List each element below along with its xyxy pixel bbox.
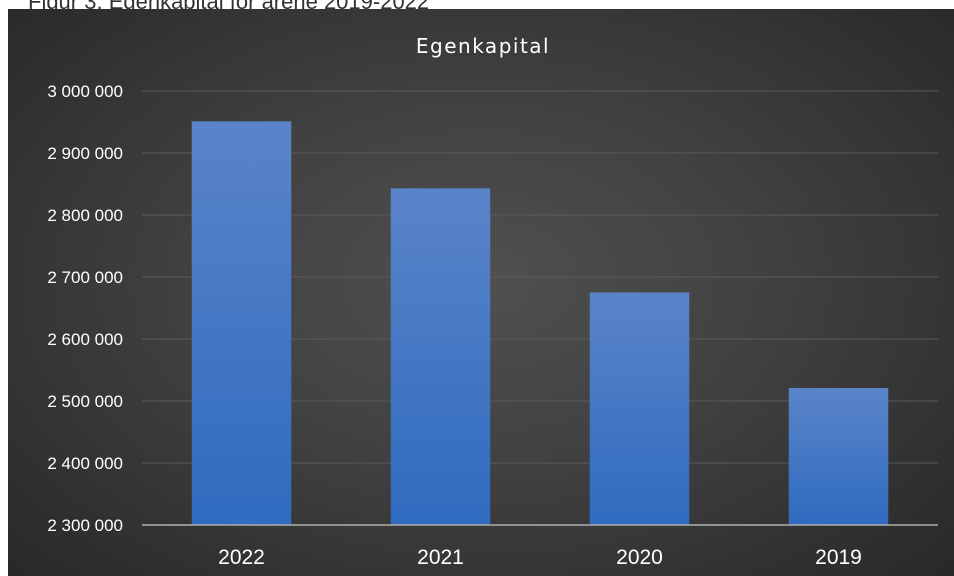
- bars: [191, 121, 889, 525]
- chart-title: Egenkapital: [416, 34, 550, 58]
- y-tick-label: 3 000 000: [47, 82, 123, 101]
- y-tick-label: 2 600 000: [47, 330, 123, 349]
- bar-2020: [589, 292, 690, 525]
- y-tick-label: 2 900 000: [47, 144, 123, 163]
- x-tick-label: 2022: [218, 546, 265, 569]
- x-tick-label: 2019: [815, 546, 862, 569]
- x-tick-label: 2020: [616, 546, 663, 569]
- y-tick-label: 2 700 000: [47, 268, 123, 287]
- x-tick-label: 2021: [417, 546, 464, 569]
- bar-2021: [390, 188, 491, 525]
- bar-2022: [191, 121, 292, 525]
- y-tick-label: 2 300 000: [47, 516, 123, 535]
- bar-2019: [788, 387, 889, 525]
- y-tick-label: 2 500 000: [47, 392, 123, 411]
- y-tick-label: 2 400 000: [47, 454, 123, 473]
- y-axis-labels: 2 300 000 2 400 000 2 500 000 2 600 000 2 70…: [47, 82, 123, 535]
- x-axis-labels: 2022 2021 2020 2019: [218, 546, 862, 569]
- y-tick-label: 2 800 000: [47, 206, 123, 225]
- chart-area: Egenkapital 2 300 000 2 400 000 2 500 000 2…: [8, 9, 954, 576]
